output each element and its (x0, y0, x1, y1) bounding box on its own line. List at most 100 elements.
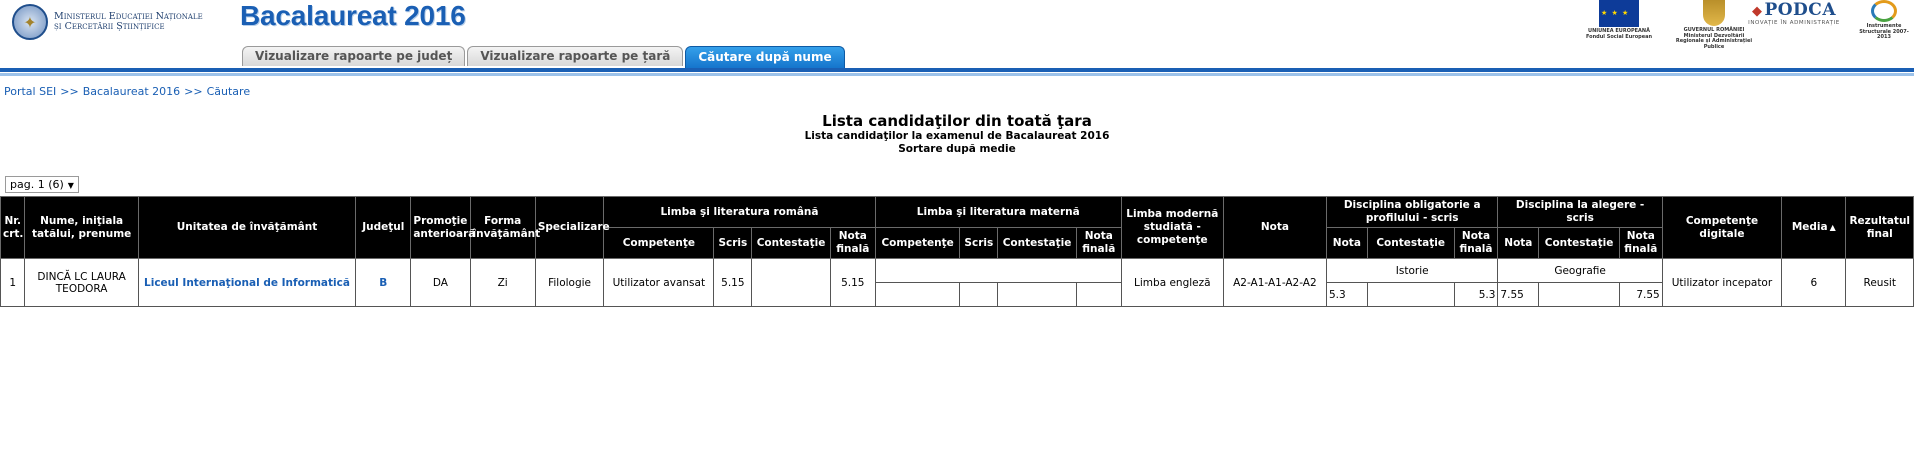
cell-lm-scris (959, 282, 999, 307)
col-header-disciplina-alegere: Disciplina la alegere - scris (1497, 196, 1663, 228)
cell-lm-contestatie (997, 282, 1077, 307)
breadcrumb: Portal SEI >> Bacalaureat 2016 >> Căutare (4, 85, 250, 98)
subheader-obl-nota-finala: Nota finală (1453, 227, 1499, 259)
app-title: Bacalaureat 2016 (240, 0, 466, 31)
cell-lm-nota-finala (1075, 282, 1122, 307)
county-link[interactable]: B (379, 276, 388, 289)
government-crest-icon (1703, 0, 1725, 26)
breadcrumb-separator: >> (60, 85, 79, 98)
col-header-limba-moderna: Limba modernă studiată - competenţe (1120, 196, 1224, 259)
eu-logo-caption: UNIUNEA EUROPEANĂ Fondul Social European (1585, 28, 1653, 40)
table-row-subvalues: 5.3 5.3 7.55 7.55 (1, 282, 1914, 307)
cell-media: 6 (1781, 258, 1847, 307)
cell-lm-disciplina (874, 258, 1122, 283)
subheader-ale-nota-finala: Nota finală (1618, 227, 1663, 259)
cell-obl-nota-finala: 5.3 (1453, 282, 1499, 307)
cell-ro-nota-finala: 5.15 (829, 258, 876, 307)
cell-ale-nota: 7.55 (1497, 282, 1540, 307)
col-header-competente-digitale: Competenţe digitale (1661, 196, 1783, 259)
col-header-limba-romana: Limba şi literatura română (603, 196, 876, 228)
report-titles: Lista candidaţilor din toată ţara Lista … (0, 112, 1914, 156)
cell-unitate[interactable]: Liceul Internaţional de Informatică (137, 258, 357, 307)
structural-instruments-icon (1871, 0, 1897, 22)
subheader-ro-nota-finala: Nota finală (829, 227, 876, 259)
breadcrumb-bacalaureat[interactable]: Bacalaureat 2016 (82, 85, 181, 98)
cell-ro-competente: Utilizator avansat (603, 258, 715, 307)
subheader-ro-contestatie: Contestaţie (751, 227, 831, 259)
page-select[interactable]: pag. 1 (6) ▼ (5, 176, 79, 193)
cell-ale-contestatie (1538, 282, 1620, 307)
cell-nota: A2-A1-A1-A2-A2 (1222, 258, 1327, 307)
col-header-nota: Nota (1222, 196, 1327, 259)
eu-logo: UNIUNEA EUROPEANĂ Fondul Social European (1584, 0, 1654, 40)
cell-judet[interactable]: B (355, 258, 412, 307)
breadcrumb-separator: >> (184, 85, 203, 98)
cell-competente-digitale: Utilizator incepator (1661, 258, 1783, 307)
ministry-name: Ministerul Educației Naționale și Cercet… (54, 12, 224, 32)
col-header-nr: Nr. crt. (0, 196, 26, 259)
col-header-promotie[interactable]: Promoţie anterioară (410, 196, 475, 259)
breadcrumb-cautare[interactable]: Căutare (206, 85, 251, 98)
school-link[interactable]: Liceul Internaţional de Informatică (144, 276, 350, 289)
government-logo: GUVERNUL ROMÂNIEI Ministerul Dezvoltării… (1674, 0, 1754, 50)
ministry-name-line2: și Cercetării Științifice (54, 21, 165, 32)
subheader-obl-contestatie: Contestaţie (1366, 227, 1455, 259)
government-logo-caption: GUVERNUL ROMÂNIEI Ministerul Dezvoltării… (1675, 27, 1753, 50)
col-header-disciplina-obligatorie: Disciplina obligatorie a profilului - sc… (1325, 196, 1499, 228)
cell-obl-nota: 5.3 (1325, 282, 1368, 307)
sort-ascending-icon: ▲ (1829, 223, 1836, 232)
subheader-ale-contestatie: Contestaţie (1538, 227, 1620, 259)
subheader-lm-contestatie: Contestaţie (997, 227, 1077, 259)
cell-specializare: Filologie (534, 258, 605, 307)
cell-ro-contestatie (751, 258, 831, 307)
tab-search-by-name[interactable]: Căutare după nume (685, 46, 845, 68)
structural-instruments-logo: Instrumente Structurale 2007-2013 (1854, 0, 1914, 41)
page-title: Lista candidaţilor din toată ţara (822, 112, 1092, 130)
col-header-forma[interactable]: Forma învăţământ (469, 196, 540, 259)
podca-logo: PODCA INOVAȚIE ÎN ADMINISTRAȚIE (1744, 0, 1844, 26)
cell-lm-competente (874, 282, 961, 307)
structural-instruments-caption: Instrumente Structurale 2007-2013 (1859, 23, 1909, 40)
cell-ale-disciplina: Geografie (1497, 258, 1663, 283)
cell-ale-nota-finala: 7.55 (1618, 282, 1663, 307)
tab-country-reports[interactable]: Vizualizare rapoarte pe țară (467, 46, 684, 66)
page-subtitle: Lista candidaţilor la examenul de Bacala… (804, 130, 1110, 142)
col-header-nume[interactable]: Nume, iniţiala tatălui, prenume (24, 196, 139, 259)
ministry-logo[interactable]: Ministerul Educației Naționale și Cercet… (12, 4, 224, 40)
cell-ro-scris: 5.15 (713, 258, 753, 307)
cell-promotie: DA (410, 258, 471, 307)
cell-limba-moderna: Limba engleză (1120, 258, 1224, 307)
subheader-ro-scris: Scris (713, 227, 753, 259)
subheader-lm-competente: Competenţe (874, 227, 961, 259)
col-header-unitate[interactable]: Unitatea de învăţământ (137, 196, 357, 259)
col-header-specializare[interactable]: Specializare (534, 196, 610, 259)
col-header-judet[interactable]: Judeţul (355, 196, 412, 259)
col-header-media[interactable]: Media ▲ (1781, 196, 1847, 259)
subheader-ro-competente: Competenţe (603, 227, 715, 259)
table-header-row: Nr. crt. Nume, iniţiala tatălui, prenume… (0, 196, 1914, 259)
ministry-name-line1: Ministerul Educației Naționale (54, 11, 203, 22)
cell-rezultat: Reusit (1845, 258, 1914, 307)
col-header-media-label: Media (1791, 221, 1828, 233)
table-subheader-row: Competenţe Scris Contestaţie Nota finală… (1, 227, 1914, 259)
eu-flag-icon (1599, 0, 1639, 27)
podca-logo-name: PODCA (1744, 0, 1844, 20)
table-row: 1 DINCĂ LC LAURA TEODORA Liceul Internaţ… (0, 258, 1914, 307)
page-header: Ministerul Educației Naționale și Cercet… (0, 0, 1914, 76)
candidates-table: Nr. crt. Nume, iniţiala tatălui, prenume… (0, 196, 1914, 307)
subheader-lm-scris: Scris (959, 227, 999, 259)
tab-county-reports[interactable]: Vizualizare rapoarte pe județ (242, 46, 466, 66)
cell-nume: DINCĂ LC LAURA TEODORA (24, 258, 139, 307)
subheader-lm-nota-finala: Nota finală (1075, 227, 1122, 259)
chevron-down-icon: ▼ (67, 181, 74, 190)
subheader-ale-nota: Nota (1497, 227, 1540, 259)
col-header-limba-materna: Limba şi literatura maternă (874, 196, 1122, 228)
main-tabs: Vizualizare rapoarte pe județ Vizualizar… (242, 46, 847, 68)
cell-obl-contestatie (1366, 282, 1455, 307)
cell-nr: 1 (0, 258, 26, 307)
page-select-value: pag. 1 (6) (10, 178, 64, 191)
col-header-rezultat[interactable]: Rezultatul final (1845, 196, 1914, 259)
breadcrumb-portal-sei[interactable]: Portal SEI (4, 85, 57, 98)
podca-logo-caption: INOVAȚIE ÎN ADMINISTRAȚIE (1748, 20, 1840, 26)
cell-obl-disciplina: Istorie (1325, 258, 1499, 283)
